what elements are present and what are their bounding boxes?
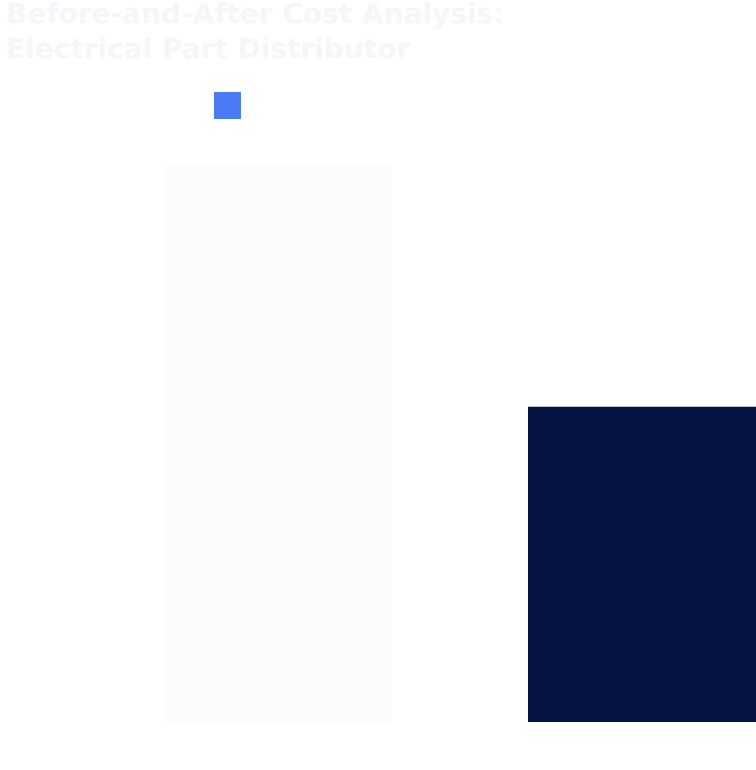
- legend-swatch: [214, 92, 241, 119]
- chart-title-line-2: Electrical Part Distributor: [6, 32, 411, 65]
- chart-title: Before-and-After Cost Analysis: Electric…: [6, 0, 566, 66]
- bar-1: [163, 164, 392, 722]
- bar-2: [528, 406, 756, 722]
- chart-title-line-1: Before-and-After Cost Analysis:: [6, 0, 505, 30]
